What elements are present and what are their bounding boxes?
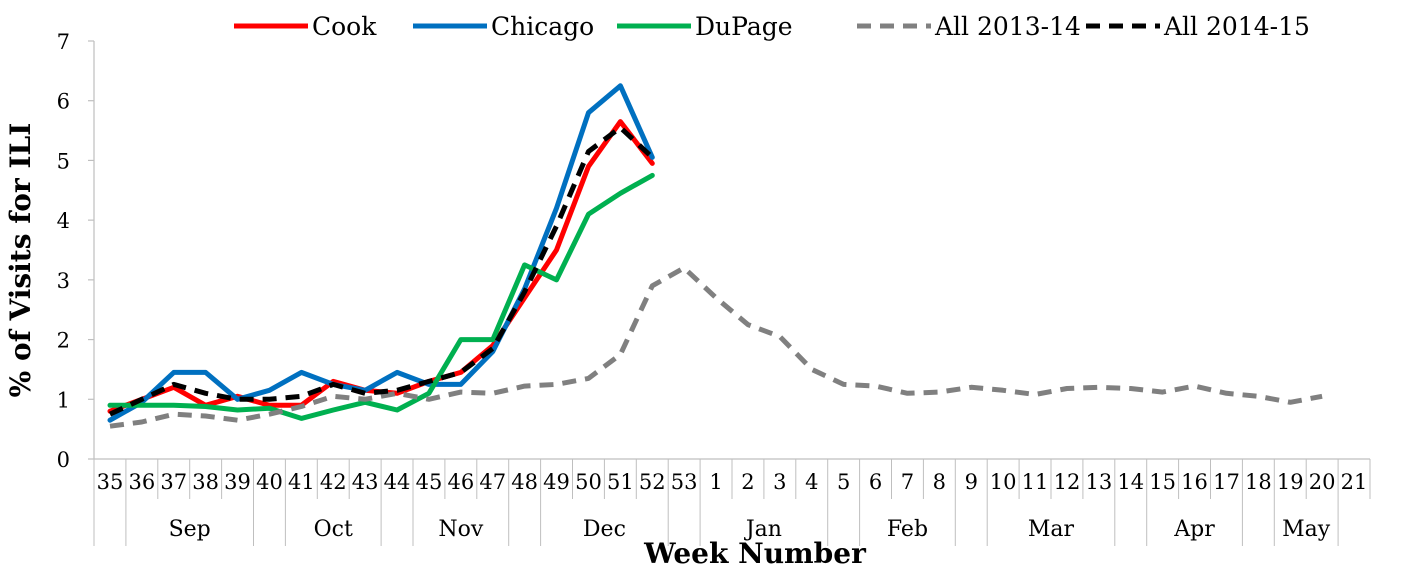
x-tick-label: 53 — [671, 470, 698, 494]
x-tick-label: 6 — [869, 470, 882, 494]
y-tick-label: 5 — [57, 149, 70, 173]
month-label: Oct — [314, 517, 353, 542]
x-tick-label: 7 — [901, 470, 914, 494]
x-tick-label: 50 — [575, 470, 602, 494]
y-axis: 0 1 2 3 4 5 6 7 — [57, 30, 95, 472]
x-tick-label: 11 — [1022, 470, 1049, 494]
series-line-all-2013-14 — [109, 265, 1323, 429]
y-tick-label: 0 — [57, 448, 70, 472]
x-tick-label: 37 — [160, 470, 187, 494]
x-tick-label: 36 — [128, 470, 155, 494]
legend-label: Cook — [312, 12, 377, 41]
x-tick-label: 18 — [1245, 470, 1272, 494]
y-tick-label: 7 — [57, 30, 70, 54]
y-tick-label: 2 — [57, 329, 70, 353]
legend-label: All 2014-15 — [1163, 12, 1310, 41]
x-tick-label: 48 — [511, 470, 538, 494]
legend: Cook Chicago DuPage All 2013-14 All 2014-15 — [234, 12, 1310, 41]
x-axis-title: Week Number — [643, 537, 867, 568]
legend-label: Chicago — [491, 12, 594, 41]
x-tick-label: 10 — [990, 470, 1017, 494]
x-tick-label: 16 — [1181, 470, 1208, 494]
month-label: Nov — [438, 517, 483, 542]
x-tick-label: 19 — [1277, 470, 1304, 494]
x-axis: 35 36 37 38 39 40 41 42 43 44 45 46 47 48 49 50 51 52 53 1 2… — [93, 458, 1371, 546]
plot-lines — [107, 83, 1323, 429]
x-tick-label: 43 — [352, 470, 379, 494]
x-tick-label: 42 — [320, 470, 347, 494]
series-line-chicago — [107, 83, 655, 423]
x-tick-label: 52 — [639, 470, 666, 494]
x-tick-label: 45 — [416, 470, 443, 494]
legend-label: DuPage — [695, 12, 793, 41]
x-tick-label: 47 — [479, 470, 506, 494]
x-tick-label: 15 — [1149, 470, 1176, 494]
month-label: May — [1282, 517, 1331, 542]
x-tick-label: 13 — [1085, 470, 1112, 494]
y-tick-label: 6 — [57, 90, 70, 114]
x-tick-label: 51 — [607, 470, 634, 494]
y-tick-label: 3 — [57, 269, 70, 293]
month-label: Jan — [744, 517, 782, 542]
legend-label: All 2013-14 — [934, 12, 1081, 41]
x-tick-label: 4 — [805, 470, 818, 494]
x-tick-label: 5 — [837, 470, 850, 494]
month-label: Apr — [1173, 517, 1215, 542]
x-tick-label: 8 — [933, 470, 946, 494]
x-tick-label: 3 — [773, 470, 786, 494]
x-tick-label: 38 — [192, 470, 219, 494]
month-label: Dec — [583, 517, 626, 542]
x-tick-label: 1 — [709, 470, 722, 494]
x-tick-label: 21 — [1341, 470, 1368, 494]
x-tick-label: 39 — [224, 470, 251, 494]
month-label: Sep — [169, 517, 211, 542]
y-tick-label: 4 — [57, 209, 70, 233]
x-tick-label: 9 — [965, 470, 978, 494]
y-axis-title: % of Visits for ILI — [4, 123, 37, 398]
x-tick-label: 20 — [1309, 470, 1336, 494]
x-tick-label: 40 — [256, 470, 283, 494]
x-tick-label: 46 — [447, 470, 474, 494]
month-label: Feb — [887, 517, 928, 542]
month-label: Mar — [1028, 517, 1075, 542]
series-line-dupage — [107, 172, 655, 421]
x-tick-label: 14 — [1117, 470, 1144, 494]
x-tick-label: 17 — [1213, 470, 1240, 494]
x-tick-label: 49 — [543, 470, 570, 494]
x-tick-label: 44 — [384, 470, 411, 494]
series-line-all-2014-15 — [108, 125, 655, 417]
x-tick-label: 2 — [741, 470, 754, 494]
x-tick-label: 12 — [1054, 470, 1081, 494]
y-tick-label: 1 — [57, 388, 70, 412]
x-tick-label: 41 — [288, 470, 315, 494]
x-tick-label: 35 — [97, 470, 124, 494]
